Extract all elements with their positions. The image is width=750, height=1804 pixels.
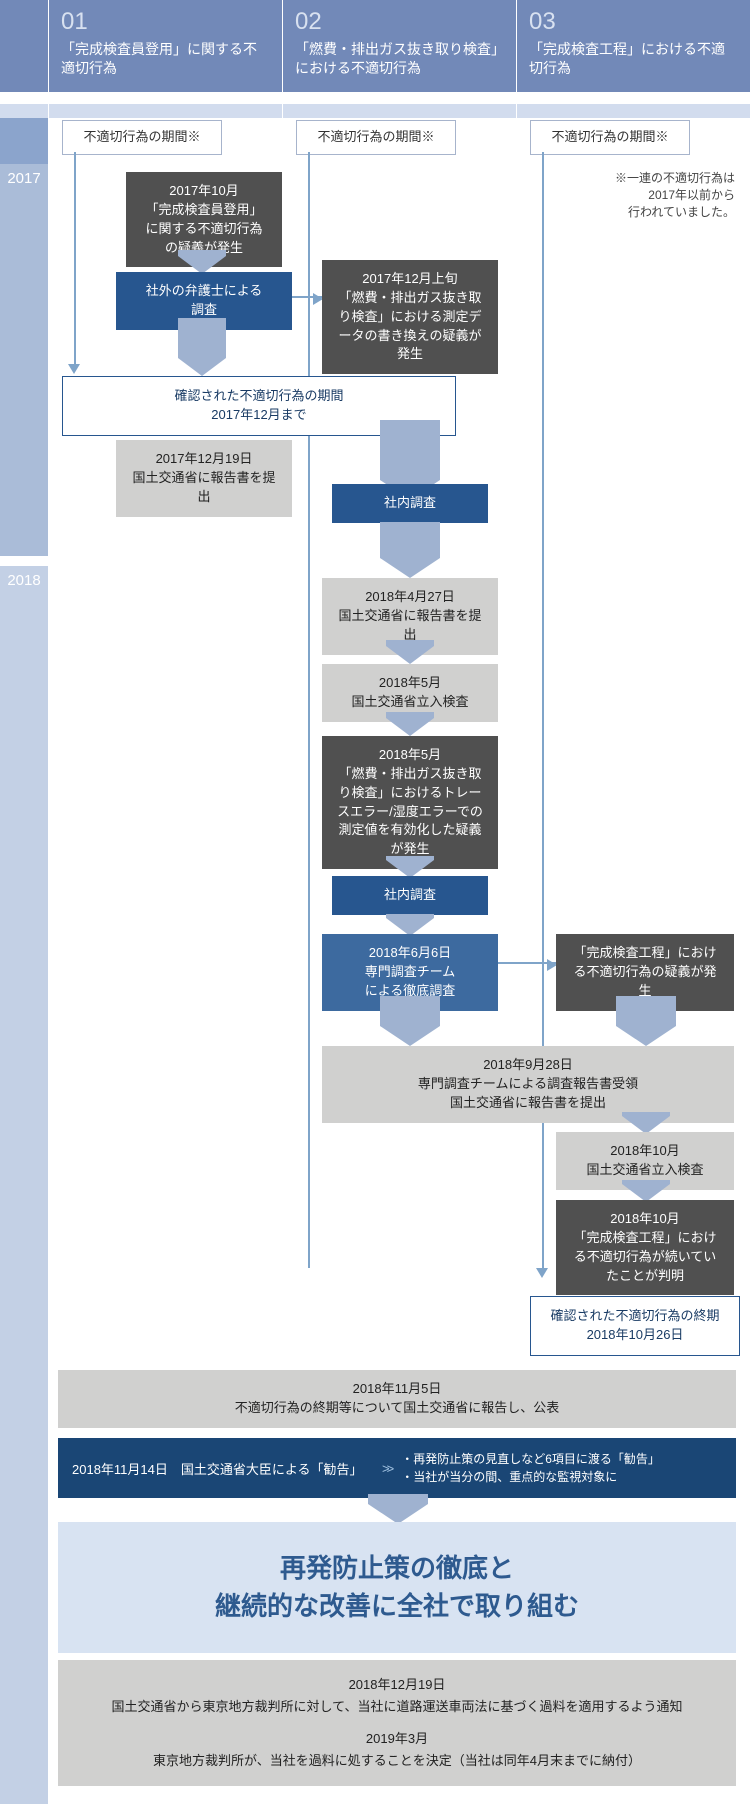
c1-report-dec2017: 2017年12月19日 国土交通省に報告書を提出: [116, 440, 292, 517]
vline-col1-arrow: [68, 364, 80, 374]
band-top: [0, 104, 750, 118]
arrow-c3-3: [622, 1180, 670, 1202]
arrow-c2-5: [386, 856, 434, 878]
col-header-02: 02 「燃費・排出ガス抜き取り検査」における不適切行為: [282, 0, 516, 92]
period-box-02: 不適切行為の期間※: [296, 120, 456, 155]
period-box-01: 不適切行為の期間※: [62, 120, 222, 155]
arrow-c1-1: [178, 250, 226, 274]
h-connector-2to3: [498, 962, 556, 964]
arrow-c2-6: [386, 914, 434, 936]
slogan-box: 再発防止策の徹底と 継続的な改善に全社で取り組む: [58, 1522, 736, 1653]
arrow-c2-3: [386, 640, 434, 664]
arrow-c2-2: [380, 522, 440, 578]
col-header-03: 03 「完成検査工程」における不適切行為: [516, 0, 750, 92]
arrow-c2-7: [380, 996, 440, 1046]
c2-internal-2: 社内調査: [332, 876, 488, 915]
chevron-icon: >>: [382, 1461, 391, 1476]
year-label-2018: 2018: [0, 566, 48, 589]
advisory-left: 2018年11月14日 国土交通省大臣による「勧告」: [72, 1459, 372, 1478]
year-scale-gap: [0, 556, 48, 566]
bottom-notes: 2018年12月19日 国土交通省から東京地方裁判所に対して、当社に道路運送車両…: [58, 1660, 736, 1786]
arrow-c3-2: [622, 1112, 670, 1134]
h-connector-1to2: [292, 296, 322, 298]
arrow-c3-1: [616, 996, 676, 1046]
column-header: 01 「完成検査員登用」に関する不適切行為 02 「燃費・排出ガス抜き取り検査」…: [0, 0, 750, 92]
year-scale-2018: [0, 566, 48, 1804]
arrow-c1-2: [178, 318, 226, 376]
timeline-root: 2017 2018 01 「完成検査員登用」に関する不適切行為 02 「燃費・排…: [0, 0, 750, 1804]
arrow-c2-4: [386, 712, 434, 736]
arrow-final: [368, 1494, 428, 1524]
vline-col1: [74, 152, 76, 364]
nov5-report: 2018年11月5日 不適切行為の終期等について国土交通省に報告し、公表: [58, 1370, 736, 1428]
period-box-03: 不適切行為の期間※: [530, 120, 690, 155]
advisory-right: ・再発防止策の見直しなど6項目に渡る「勧告」 ・当社が当分の間、重点的な監視対象…: [401, 1450, 660, 1486]
c3-event-oct2018: 2018年10月 「完成検査工程」における不適切行為が続いていたことが判明: [556, 1200, 734, 1295]
sep28-report: 2018年9月28日 専門調査チームによる調査報告書受領 国土交通省に報告書を提…: [322, 1046, 734, 1123]
year-scale-2017: [0, 164, 48, 556]
note-asterisk: ※一連の不適切行為は 2017年以前から 行われていました。: [540, 170, 735, 220]
confirmed-end-box: 確認された不適切行為の終期 2018年10月26日: [530, 1296, 740, 1356]
c2-internal-1: 社内調査: [332, 484, 488, 523]
vline-col3-arrow: [536, 1268, 548, 1278]
advisory-bar: 2018年11月14日 国土交通省大臣による「勧告」 >> ・再発防止策の見直し…: [58, 1438, 736, 1498]
vline-col2: [308, 152, 310, 1268]
c2-event-dec2017: 2017年12月上旬 「燃費・排出ガス抜き取り検査」における測定データの書き換え…: [322, 260, 498, 374]
year-label-2017: 2017: [0, 164, 48, 187]
col-header-01: 01 「完成検査員登用」に関する不適切行為: [48, 0, 282, 92]
c2-event-may2018: 2018年5月 「燃費・排出ガス抜き取り検査」におけるトレースエラー/湿度エラー…: [322, 736, 498, 869]
